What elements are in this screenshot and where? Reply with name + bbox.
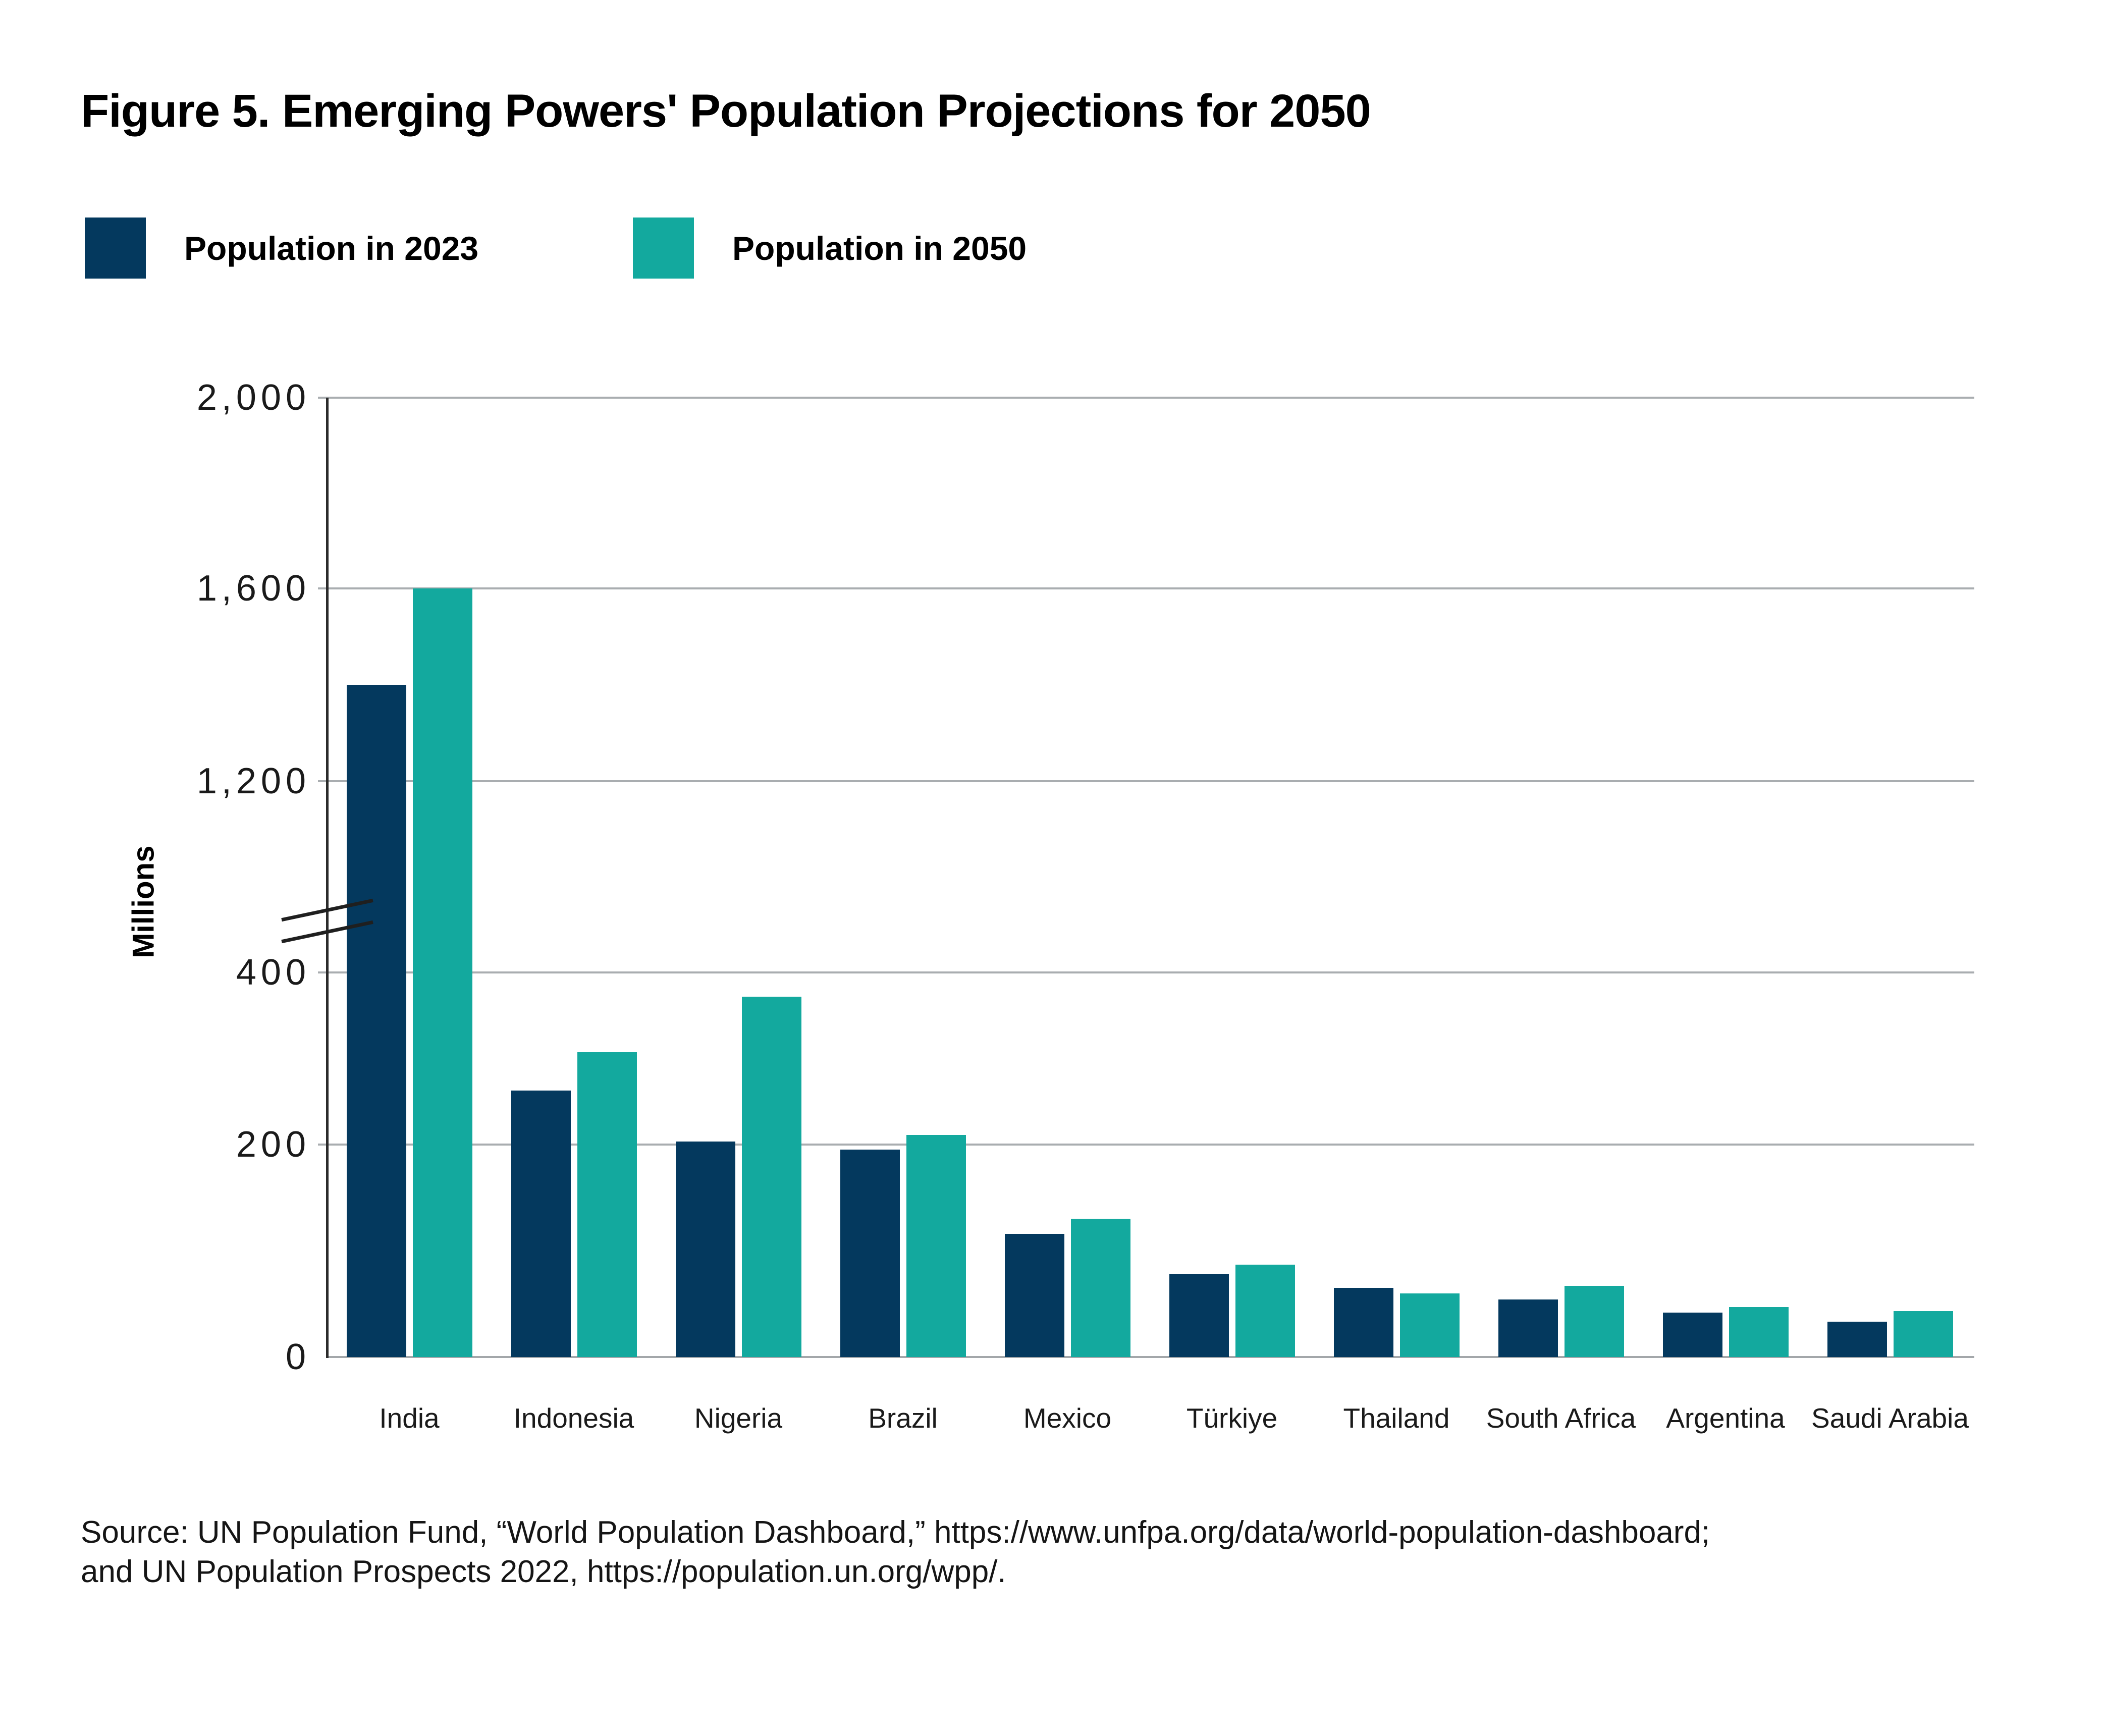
x-tick-label-türkiye: Türkiye [1186,1402,1278,1434]
bar-argentina-2023 [1662,1313,1722,1357]
bar-south-africa-2023 [1498,1299,1558,1357]
bar-nigeria-2023 [675,1142,735,1357]
bar-saudi-arabia-2050 [1893,1311,1953,1357]
x-tick-label-argentina: Argentina [1666,1402,1785,1434]
bar-mexico-2023 [1004,1234,1064,1357]
bar-argentina-2050 [1729,1307,1789,1357]
y-tick-label-1600: 1,600 [196,568,310,609]
y-tick-label-1200: 1,200 [196,761,310,802]
y-tick-label-200: 200 [236,1124,310,1165]
x-tick-label-south-africa: South Africa [1486,1402,1636,1434]
bar-saudi-arabia-2023 [1827,1321,1887,1357]
x-tick-label-thailand: Thailand [1343,1402,1450,1434]
x-tick-label-mexico: Mexico [1023,1402,1112,1434]
gridline-2000 [318,397,1974,399]
legend-swatch-2050 [633,218,694,279]
bar-mexico-2050 [1070,1218,1130,1357]
y-tick-label-0: 0 [285,1337,310,1377]
bar-brazil-2050 [906,1134,966,1357]
y-tick-label-400: 400 [236,952,310,993]
x-axis-line [326,1356,1974,1358]
source-note-line1: Source: UN Population Fund, “World Popul… [81,1515,1710,1550]
x-tick-label-brazil: Brazil [868,1402,938,1434]
bar-brazil-2023 [840,1149,900,1357]
legend-item-2023: Population in 2023 [85,218,478,279]
bar-thailand-2050 [1399,1293,1460,1357]
source-note-line2: and UN Population Prospects 2022, https:… [81,1554,1006,1589]
bar-indonesia-2023 [511,1091,571,1357]
y-tick-label-2000: 2,000 [196,377,310,418]
bar-india-2023 [346,684,406,1357]
gridline-1600 [318,587,1974,589]
bar-india-2050 [412,588,472,1357]
bar-south-africa-2050 [1564,1286,1624,1357]
y-axis-line [326,398,329,1358]
legend-label-2023: Population in 2023 [184,229,479,267]
bar-nigeria-2050 [741,996,801,1357]
bar-türkiye-2023 [1169,1274,1229,1357]
gridline-1200 [318,780,1974,783]
bar-indonesia-2050 [577,1052,637,1357]
legend-item-2050: Population in 2050 [633,218,1027,279]
x-tick-label-saudi-arabia: Saudi Arabia [1811,1402,1969,1434]
gridline-200 [318,1143,1974,1146]
x-tick-label-india: India [379,1402,440,1434]
bar-türkiye-2050 [1235,1265,1295,1357]
bar-thailand-2023 [1333,1287,1393,1357]
y-axis-title: Millions [126,845,160,958]
x-tick-label-nigeria: Nigeria [694,1402,783,1434]
x-tick-label-indonesia: Indonesia [513,1402,634,1434]
legend-swatch-2023 [85,218,146,279]
figure-title: Figure 5. Emerging Powers' Population Pr… [81,85,1371,137]
gridline-400 [318,971,1974,974]
legend-label-2050: Population in 2050 [732,229,1027,267]
